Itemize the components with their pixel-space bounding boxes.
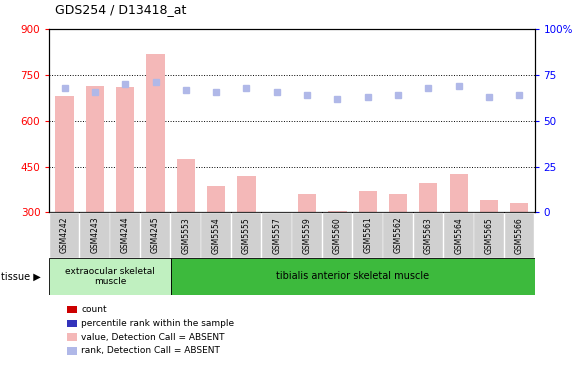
Bar [450, 174, 468, 212]
Text: rank, Detection Call = ABSENT: rank, Detection Call = ABSENT [81, 347, 220, 355]
Text: GSM5560: GSM5560 [333, 217, 342, 254]
Bar [141, 213, 170, 258]
Bar [322, 213, 352, 258]
Bar [474, 213, 504, 258]
Bar [414, 213, 443, 258]
Bar [49, 258, 171, 295]
Text: GSM5565: GSM5565 [485, 217, 493, 254]
Bar [177, 159, 195, 212]
Bar [510, 203, 529, 212]
Bar [50, 213, 80, 258]
Text: tibialis anterior skeletal muscle: tibialis anterior skeletal muscle [276, 271, 429, 281]
Bar [207, 186, 225, 212]
Text: GSM5557: GSM5557 [272, 217, 281, 254]
Bar [116, 87, 134, 212]
Text: GSM5555: GSM5555 [242, 217, 251, 254]
Text: value, Detection Call = ABSENT: value, Detection Call = ABSENT [81, 333, 225, 341]
Bar [353, 213, 383, 258]
Text: GSM5564: GSM5564 [454, 217, 463, 254]
Text: GDS254 / D13418_at: GDS254 / D13418_at [55, 3, 187, 16]
Text: percentile rank within the sample: percentile rank within the sample [81, 319, 235, 328]
Bar [358, 191, 377, 212]
Text: GSM5562: GSM5562 [393, 217, 403, 254]
Text: GSM4245: GSM4245 [151, 217, 160, 254]
Bar [238, 176, 256, 212]
Bar [419, 183, 437, 212]
Text: GSM5566: GSM5566 [515, 217, 524, 254]
Bar [383, 213, 413, 258]
Bar [201, 213, 231, 258]
Bar [146, 54, 164, 212]
Bar [298, 194, 316, 212]
Bar [55, 96, 74, 212]
Text: GSM4242: GSM4242 [60, 217, 69, 253]
Text: GSM4243: GSM4243 [91, 217, 99, 254]
Text: GSM5563: GSM5563 [424, 217, 433, 254]
Bar [480, 200, 498, 212]
Bar [110, 213, 140, 258]
Text: tissue ▶: tissue ▶ [1, 271, 41, 281]
Text: extraocular skeletal
muscle: extraocular skeletal muscle [65, 266, 155, 286]
Bar [262, 213, 292, 258]
Bar [292, 213, 322, 258]
Bar [389, 194, 407, 212]
Text: count: count [81, 305, 107, 314]
Text: GSM5561: GSM5561 [363, 217, 372, 254]
Bar [171, 258, 535, 295]
Bar [232, 213, 261, 258]
Bar [328, 211, 346, 212]
Bar [171, 213, 200, 258]
Text: GSM5554: GSM5554 [211, 217, 221, 254]
Text: GSM5553: GSM5553 [181, 217, 191, 254]
Bar [86, 86, 104, 212]
Bar [80, 213, 110, 258]
Bar [444, 213, 474, 258]
Text: GSM4244: GSM4244 [121, 217, 130, 254]
Text: GSM5559: GSM5559 [303, 217, 311, 254]
Bar [504, 213, 534, 258]
